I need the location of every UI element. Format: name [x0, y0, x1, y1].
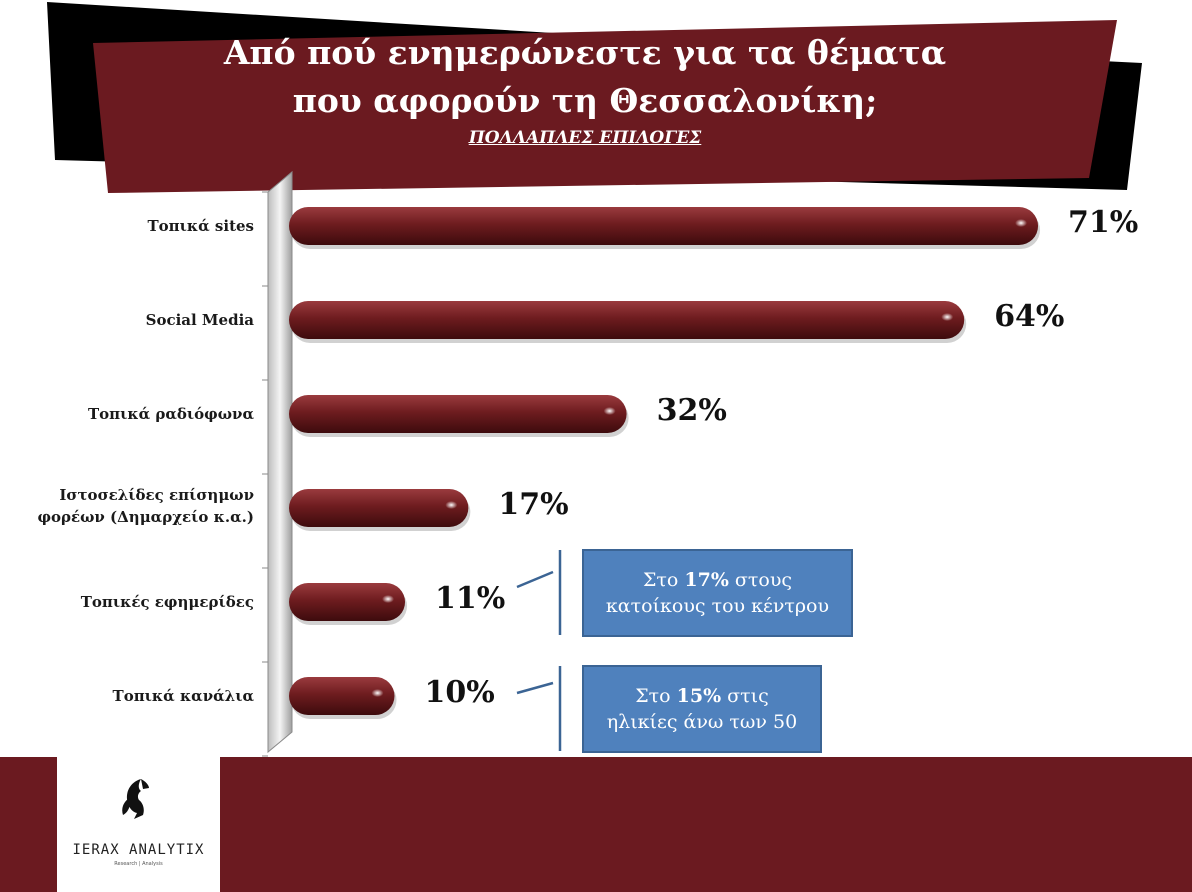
- axis-wall: [267, 170, 293, 754]
- category-label-line: Τοπικά ραδιόφωνα: [87, 405, 254, 423]
- category-label: Τοπικές εφημερίδες: [81, 591, 254, 613]
- callout-age-over-50: Στο 15% στις ηλικίες άνω των 50: [582, 665, 822, 753]
- callout-connector-1-stem: [516, 570, 554, 589]
- banner-maroon-shape: [93, 20, 1117, 193]
- bar-chart: [262, 170, 1041, 757]
- title-banner: [47, 2, 1142, 193]
- callout-connectors: [516, 550, 562, 751]
- category-label-line: Τοπικά sites: [147, 217, 254, 235]
- callout-2-highlight: 15%: [676, 685, 722, 707]
- page-subtitle: ΠΟΛΛΑΠΛΕΣ ΕΠΙΛΟΓΕΣ: [468, 128, 702, 148]
- page-title-line-2: που αφορούν τη Θεσσαλονίκη;: [292, 81, 878, 120]
- value-label: 71%: [1068, 205, 1139, 240]
- category-label: Τοπικά κανάλια: [113, 685, 254, 707]
- category-label: Ιστοσελίδες επίσημων φορέων (Δημαρχείο κ.…: [37, 484, 254, 528]
- category-label-line: Τοπικά κανάλια: [112, 687, 254, 705]
- bar: [289, 301, 965, 339]
- value-label: 11%: [435, 581, 506, 616]
- category-label-line: Social Media: [145, 311, 254, 329]
- value-label: 17%: [498, 487, 569, 522]
- callout-1-highlight: 17%: [684, 569, 729, 591]
- logo-name: IERAX ANALYTIX: [72, 842, 205, 858]
- value-label: 10%: [424, 675, 495, 710]
- bar: [289, 677, 395, 715]
- category-label: Τοπικά sites: [148, 215, 254, 237]
- bars-group: [289, 207, 1041, 719]
- bar: [289, 207, 1039, 245]
- bar: [289, 489, 469, 527]
- bar-highlight: [603, 407, 616, 415]
- bar: [289, 395, 627, 433]
- category-axis: [262, 170, 293, 757]
- value-label: 32%: [656, 393, 727, 428]
- logo-tagline: Research | Analysis: [114, 861, 163, 867]
- bar-highlight: [941, 313, 954, 321]
- callout-connector-2-stem: [516, 681, 554, 695]
- bar-highlight: [1015, 219, 1028, 227]
- category-label-line: φορέων (Δημαρχείο κ.α.): [37, 508, 254, 526]
- bar: [289, 583, 406, 621]
- page-title-line-1: Από πού ενημερώνεστε για τα θέματα: [223, 33, 947, 72]
- value-label: 64%: [994, 299, 1065, 334]
- bar-highlight: [382, 595, 395, 603]
- logo: IERAX ANALYTIX Research | Analysis: [57, 757, 220, 892]
- category-label: Social Media: [146, 309, 254, 331]
- bar-highlight: [445, 501, 458, 509]
- category-label-line: Τοπικές εφημερίδες: [80, 593, 254, 611]
- bar-highlight: [371, 689, 384, 697]
- category-label-line: Ιστοσελίδες επίσημων: [59, 486, 254, 504]
- category-label: Τοπικά ραδιόφωνα: [88, 403, 254, 425]
- callout-center-residents: Στο 17% στους κατοίκους του κέντρου: [582, 549, 853, 637]
- hawk-head-icon: [122, 779, 149, 819]
